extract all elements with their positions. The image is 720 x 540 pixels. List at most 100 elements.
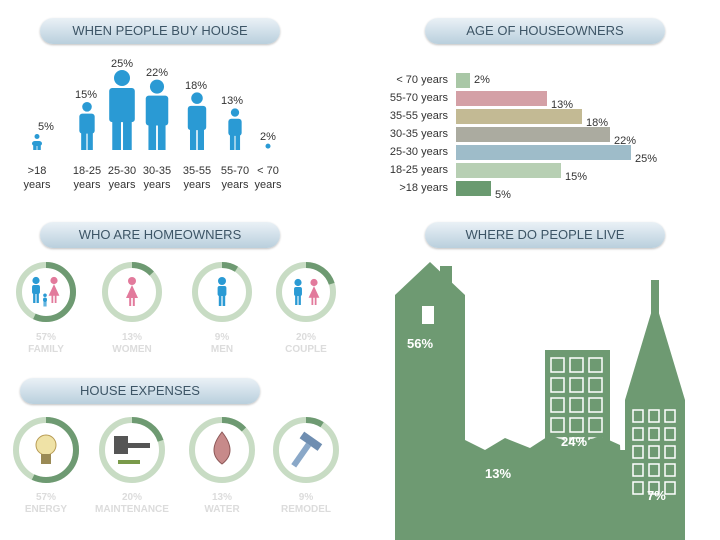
category-label: 20% COUPLE <box>266 332 346 356</box>
data-label: 13% <box>551 99 574 111</box>
category-label: years <box>74 179 101 191</box>
category-label: years <box>184 179 211 191</box>
data-label: 5% <box>38 121 54 133</box>
category-label: 35-55 <box>183 165 211 177</box>
data-label: 18% <box>586 117 609 129</box>
category-label: 57% ENERGY <box>6 492 86 516</box>
ring-gauge <box>16 262 76 322</box>
category-label: 30-35 years <box>389 128 448 140</box>
category-label: 20% MAINTENANCE <box>92 492 172 516</box>
person-icon <box>265 143 271 149</box>
category-label: 13% WOMEN <box>92 332 172 356</box>
water-drop-icon <box>213 431 231 465</box>
ring-gauge <box>276 262 336 322</box>
person-icon <box>187 92 207 150</box>
category-label: WATER <box>204 504 240 515</box>
category-label: < 70 years <box>396 74 448 86</box>
category-label: years <box>109 179 136 191</box>
category-label: FAMILY <box>28 344 64 355</box>
data-label: 15% <box>565 171 588 183</box>
who-owners-header: WHO ARE HOMEOWNERS <box>40 222 280 248</box>
data-label: 2% <box>474 74 490 86</box>
lightbulb-icon <box>35 434 57 464</box>
hammer-icon <box>291 431 323 468</box>
when-buy-header: WHEN PEOPLE BUY HOUSE <box>40 18 280 44</box>
who-owners-chart <box>16 262 336 322</box>
bar <box>456 145 631 160</box>
child-icon <box>43 293 47 307</box>
data-label: 15% <box>75 89 97 101</box>
data-label: 57% <box>35 492 56 503</box>
category-label: >18 years <box>399 182 448 194</box>
house-bar <box>395 262 465 540</box>
person-icon <box>32 134 42 150</box>
category-label: ENERGY <box>24 504 68 515</box>
category-label: 55-70 years <box>389 92 448 104</box>
category-label: < 70 <box>257 165 279 177</box>
data-label: 56% <box>407 336 433 351</box>
data-label: 5% <box>495 189 511 201</box>
category-label: REMODEL <box>281 504 331 515</box>
category-label: 57% FAMILY <box>6 332 86 356</box>
bar <box>456 109 582 124</box>
data-label: 13% <box>121 332 142 343</box>
person-icon <box>109 70 135 150</box>
woman-icon <box>48 276 60 303</box>
person-icon <box>145 79 169 150</box>
data-label: 25% <box>111 58 133 70</box>
category-label: 55-70 <box>221 165 249 177</box>
data-label: 9% <box>298 492 314 503</box>
category-label: MEN <box>210 344 234 355</box>
category-label: years <box>222 179 249 191</box>
category-label: 18-25 years <box>389 164 448 176</box>
data-label: 13% <box>211 492 232 503</box>
data-label: 18% <box>185 80 207 92</box>
data-label: 20% <box>121 492 142 503</box>
bar <box>456 181 491 196</box>
gavel-icon <box>114 436 150 464</box>
bar <box>456 127 610 142</box>
category-label: years <box>144 179 171 191</box>
data-label: 22% <box>146 67 168 79</box>
when-buy-chart: 5% 15% 25% 22% 18% 13% 2% >18 years 18-25 years 25-… <box>24 58 282 191</box>
where-live-header: WHERE DO PEOPLE LIVE <box>425 222 665 248</box>
category-label: 25-30 years <box>389 146 448 158</box>
category-label: 18-25 <box>73 165 101 177</box>
woman-icon <box>308 278 320 305</box>
data-label: 13% <box>221 95 243 107</box>
category-label: years <box>255 179 282 191</box>
man-icon <box>32 276 40 303</box>
bar <box>456 73 470 88</box>
data-label: 22% <box>614 135 637 147</box>
data-label: 2% <box>260 131 276 143</box>
category-label: years <box>24 179 51 191</box>
expenses-chart <box>13 417 339 483</box>
age-owners-header: AGE OF HOUSEOWNERS <box>425 18 665 44</box>
category-label: 25-30 <box>108 165 136 177</box>
category-label: 9% MEN <box>182 332 262 356</box>
category-label: WOMEN <box>112 344 152 355</box>
category-label: 30-35 <box>143 165 171 177</box>
man-icon <box>294 278 302 305</box>
man-icon <box>217 277 227 306</box>
category-label: >18 <box>28 165 47 177</box>
data-label: 57% <box>35 332 56 343</box>
data-label: 7% <box>647 488 666 503</box>
tower-bar <box>625 280 685 540</box>
category-label: COUPLE <box>285 344 327 355</box>
ring-gauge <box>99 417 165 483</box>
data-label: 24% <box>561 434 587 449</box>
data-label: 13% <box>485 466 511 481</box>
person-icon <box>228 108 242 150</box>
category-label: 9% REMODEL <box>266 492 346 516</box>
expenses-header: HOUSE EXPENSES <box>20 378 260 404</box>
data-label: 20% <box>295 332 316 343</box>
bar <box>456 91 547 106</box>
bar <box>456 163 561 178</box>
category-label: 13% WATER <box>182 492 262 516</box>
data-label: 25% <box>635 153 658 165</box>
category-label: 35-55 years <box>389 110 448 122</box>
where-live-chart: 56% 24% 13% 7% <box>395 262 685 540</box>
data-label: 9% <box>214 332 230 343</box>
person-icon <box>79 102 95 150</box>
